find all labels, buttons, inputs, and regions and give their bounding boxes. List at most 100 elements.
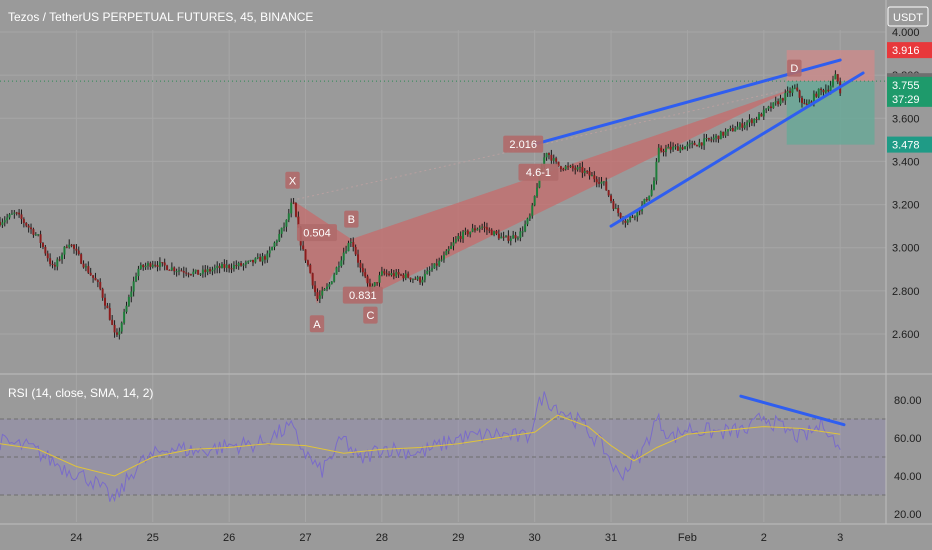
candle-body (345, 251, 348, 253)
candle-body (256, 257, 259, 259)
candle-body (588, 171, 591, 176)
candle-body (798, 90, 801, 98)
candle-body (395, 272, 398, 277)
candle-body (261, 256, 264, 262)
candle-body (146, 263, 149, 266)
candle-body (273, 242, 276, 248)
candle-body (333, 274, 336, 282)
pattern-point-a: A (313, 319, 321, 331)
candle-body (63, 246, 66, 255)
rsi-axis[interactable]: 80.00 60.00 40.00 20.00 (894, 395, 922, 521)
candle-body (149, 263, 152, 267)
candle-body (106, 305, 109, 309)
candle-body (433, 263, 436, 269)
candle-body (662, 150, 665, 153)
candle-body (154, 264, 157, 266)
time-axis[interactable]: 24 25 26 27 28 29 30 31 Feb 2 3 (70, 532, 843, 544)
candle-body (512, 235, 515, 239)
candle-body (240, 263, 243, 266)
candle-body (306, 260, 309, 265)
candle-body (440, 259, 443, 261)
candle-body (481, 226, 484, 228)
fib-ratio-label: 0.504 (303, 228, 331, 240)
candle-body (32, 229, 35, 235)
candle-body (321, 290, 324, 296)
candle-body (753, 118, 756, 124)
candle-body (595, 179, 598, 183)
candle-body (366, 276, 369, 284)
candle-body (27, 225, 30, 228)
candle-body (94, 277, 97, 281)
candle-body (829, 85, 832, 92)
candle-body (268, 250, 271, 254)
candle-body (182, 271, 185, 273)
candle-body (729, 128, 732, 130)
candle-body (70, 244, 73, 246)
candle-body (178, 270, 181, 272)
candle-body (567, 166, 570, 168)
candle-body (13, 212, 16, 214)
candle-body (0, 221, 1, 226)
candle-body (693, 142, 696, 146)
candle-body (471, 228, 474, 232)
candle-body (199, 273, 202, 275)
candle-body (254, 258, 257, 263)
candle-body (765, 108, 768, 110)
time-tick-label: 29 (452, 532, 464, 544)
candle-body (237, 263, 240, 267)
candle-body (681, 147, 684, 150)
candle-body (132, 281, 135, 292)
candle-body (118, 331, 121, 335)
candle-body (99, 281, 102, 289)
candle-body (158, 262, 161, 267)
candle-body (364, 272, 367, 277)
candle-body (619, 213, 622, 218)
candle-body (602, 181, 605, 183)
harmonic-xd-line (292, 87, 795, 201)
candle-body (805, 103, 808, 106)
candle-body (228, 265, 231, 269)
pattern-point-d: D (790, 63, 798, 75)
candle-body (717, 135, 720, 140)
candle-body (562, 169, 565, 171)
candle-body (755, 118, 758, 120)
candle-body (586, 171, 589, 173)
price-tick-label: 4.000 (892, 27, 920, 39)
price-tag-value: 3.478 (892, 140, 920, 152)
fib-ratio-label: 0.831 (349, 290, 377, 302)
candle-body (89, 272, 92, 276)
candle-body (392, 273, 395, 277)
candle-body (581, 166, 584, 173)
candle-body (15, 212, 18, 214)
fib-ratio-label-box (296, 224, 337, 242)
candle-body (156, 265, 159, 267)
candle-body (660, 147, 663, 151)
candle-body (777, 101, 780, 105)
candle-body (466, 230, 469, 235)
currency-button[interactable] (887, 6, 929, 27)
candle-body (342, 252, 345, 261)
candle-body (485, 227, 488, 230)
candle-body (555, 158, 558, 162)
candle-body (328, 284, 331, 287)
candle-body (786, 91, 789, 93)
candle-body (242, 264, 245, 266)
candle-body (605, 181, 608, 191)
rsi-pane (0, 391, 886, 503)
candle-body (710, 139, 713, 141)
candle-body (104, 297, 107, 306)
candle-body (476, 229, 479, 231)
candle-body (378, 275, 381, 283)
candle-body (590, 175, 593, 177)
candle-body (431, 268, 434, 271)
candle-body (283, 226, 286, 228)
candle-body (170, 267, 173, 271)
candle-body (357, 254, 360, 263)
candle-body (707, 138, 710, 140)
candle-body (674, 146, 677, 148)
candle-body (672, 146, 675, 150)
candle-body (108, 308, 111, 320)
candle-body (6, 217, 9, 221)
rsi-line (0, 391, 841, 503)
